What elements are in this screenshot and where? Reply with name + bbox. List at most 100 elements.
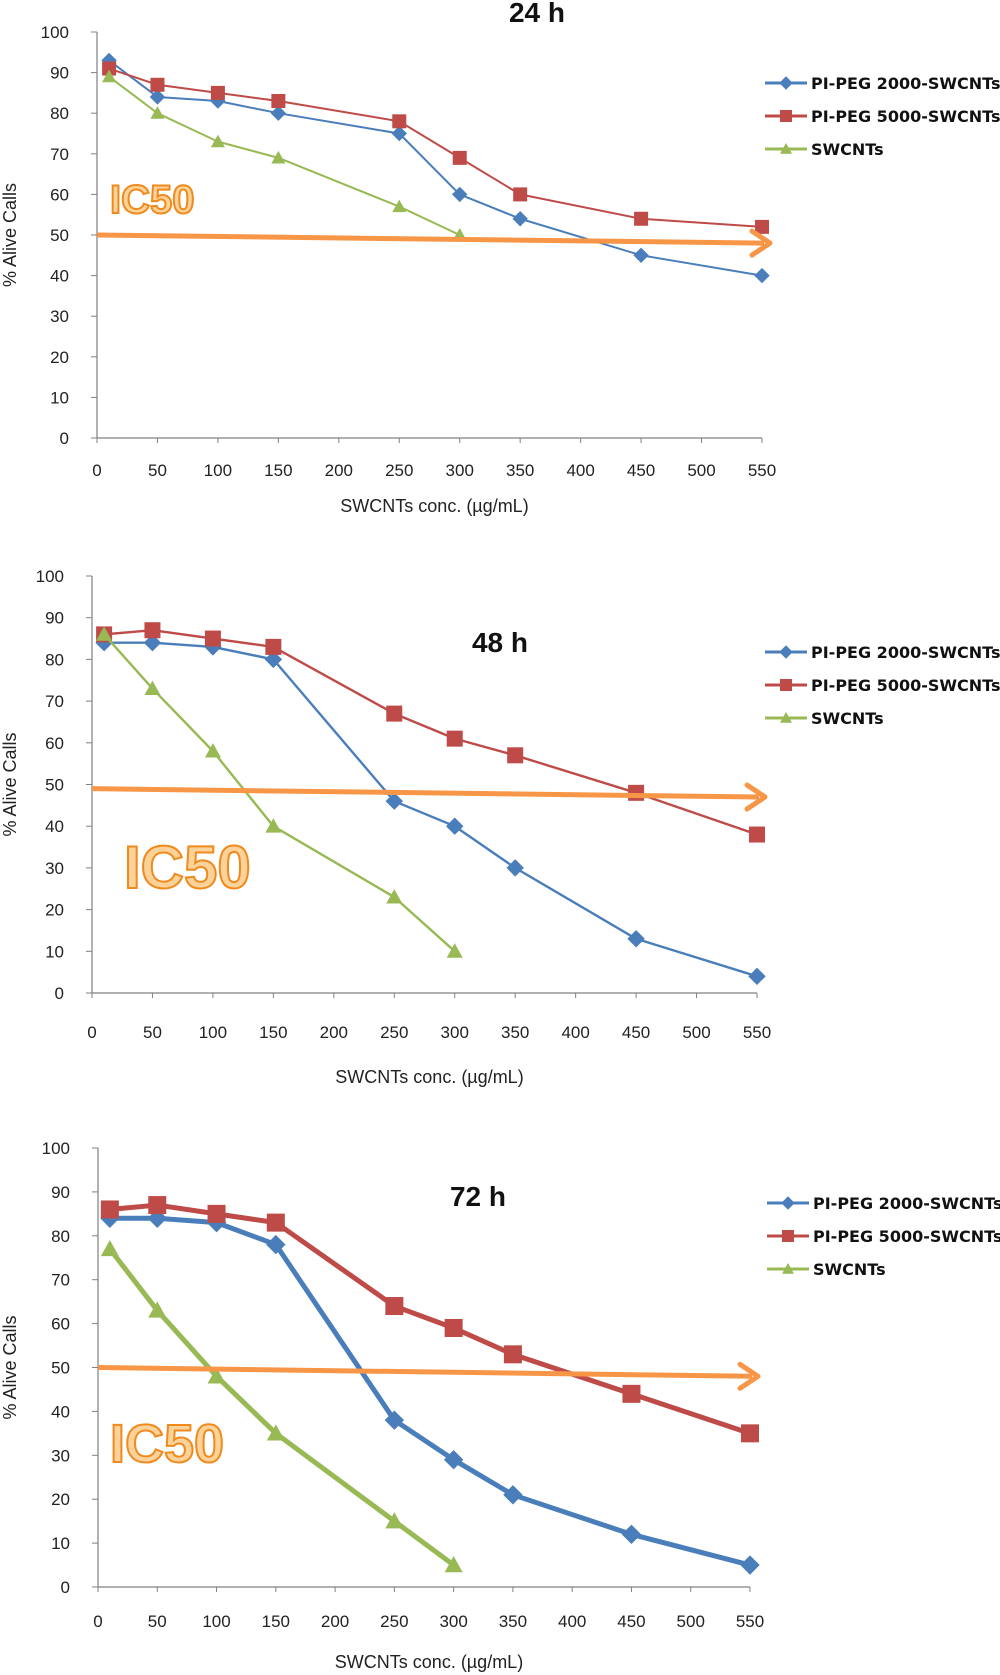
data-point-square <box>271 94 286 109</box>
x-tick-label: 250 <box>380 1023 408 1042</box>
x-tick-label: 400 <box>558 1612 586 1631</box>
legend-square-marker <box>782 1230 794 1242</box>
ic50-label: IC50 <box>110 1414 224 1474</box>
data-point-triangle <box>96 626 113 641</box>
y-axis-title: % Alive Calls <box>0 1315 20 1419</box>
series-line-1 <box>104 641 758 978</box>
y-tick-label: 0 <box>61 1578 70 1597</box>
y-tick-label: 60 <box>45 734 64 753</box>
legend-label: PI-PEG 5000-SWCNTs <box>813 1227 1000 1246</box>
data-point-triangle <box>100 1239 119 1257</box>
x-tick-label: 150 <box>262 1612 290 1631</box>
data-point-square <box>749 826 765 843</box>
chart-title: 48 h <box>472 627 528 658</box>
legend-label: SWCNTs <box>813 1260 886 1279</box>
y-tick-label: 50 <box>50 226 69 245</box>
data-point-square <box>507 747 524 764</box>
y-tick-label: 20 <box>45 901 64 920</box>
x-tick-label: 350 <box>506 461 534 480</box>
series-line-2 <box>109 1202 751 1436</box>
x-tick-label: 50 <box>148 461 167 480</box>
data-point-diamond <box>621 1524 642 1545</box>
data-point-square <box>102 61 117 76</box>
ic50-arrow-line <box>91 786 760 800</box>
x-tick-label: 350 <box>499 1612 527 1631</box>
ic50-label: IC50 <box>124 834 251 901</box>
legend-entry: PI-PEG 2000-SWCNTs <box>767 1194 1000 1213</box>
x-tick-label: 50 <box>143 1023 162 1042</box>
x-tick-label: 300 <box>441 1023 469 1042</box>
ic50-arrow-head <box>744 782 768 812</box>
data-point-square <box>741 1424 759 1443</box>
x-tick-label: 200 <box>325 461 353 480</box>
data-point-triangle <box>386 889 403 904</box>
legend-diamond-marker <box>779 645 793 659</box>
legend-triangle-marker <box>782 1263 794 1274</box>
x-tick-label: 0 <box>92 461 101 480</box>
data-point-diamond <box>149 89 166 105</box>
data-point-square <box>628 784 645 801</box>
x-tick-label: 500 <box>687 461 715 480</box>
legend-triangle-marker <box>780 143 792 154</box>
y-tick-label: 20 <box>51 1490 70 1509</box>
ic50-arrow-line <box>97 1365 753 1379</box>
x-tick-label: 250 <box>385 461 413 480</box>
legend-diamond-marker <box>781 1196 795 1210</box>
data-point-triangle <box>271 150 286 164</box>
legend-entry: SWCNTs <box>765 709 884 728</box>
data-point-diamond <box>503 1485 523 1505</box>
legend-entry: PI-PEG 2000-SWCNTs <box>765 74 1000 93</box>
data-point-triangle <box>266 1424 285 1441</box>
ic50-arrow-head <box>737 1361 761 1391</box>
data-point-diamond <box>748 967 766 986</box>
y-tick-label: 50 <box>45 776 64 795</box>
data-point-diamond <box>740 1555 760 1575</box>
x-axis-title: SWCNTs conc. (µg/mL) <box>340 496 528 516</box>
x-tick-label: 350 <box>501 1023 529 1042</box>
legend-square-marker <box>780 110 792 122</box>
legend-triangle-marker <box>780 712 792 723</box>
chart-1: 0 10 20 30 40 50 60 70 80 90 100 0 50 100 150 200 250 300… <box>0 0 1000 516</box>
data-point-square <box>207 1204 226 1223</box>
data-point-triangle <box>446 943 463 958</box>
data-point-square <box>385 1297 404 1316</box>
legend-entry: PI-PEG 2000-SWCNTs <box>765 643 1000 662</box>
y-tick-label: 30 <box>45 859 64 878</box>
y-axis-title: % Alive Calls <box>0 183 20 287</box>
y-tick-label: 40 <box>50 267 69 286</box>
y-tick-label: 0 <box>55 984 64 1003</box>
series-line-1 <box>109 1215 751 1568</box>
chart-2: 0 10 20 30 40 50 60 70 80 90 100 0 50 100 150 200 250 300… <box>0 567 1000 1087</box>
data-point-square <box>148 1196 167 1215</box>
data-point-diamond <box>391 125 407 142</box>
x-tick-label: 450 <box>617 1612 645 1631</box>
data-point-diamond <box>512 211 528 227</box>
x-tick-label: 300 <box>439 1612 467 1631</box>
chart-title: 24 h <box>509 0 565 28</box>
y-tick-label: 40 <box>45 817 64 836</box>
data-point-diamond <box>143 634 162 652</box>
legend-entry: SWCNTs <box>767 1260 886 1279</box>
data-point-square <box>622 1384 641 1403</box>
y-tick-label: 60 <box>50 185 69 204</box>
x-tick-label: 200 <box>320 1023 348 1042</box>
legend-entry: SWCNTs <box>765 140 884 159</box>
y-tick-label: 100 <box>42 1139 70 1158</box>
x-tick-label: 100 <box>204 461 232 480</box>
x-tick-label: 100 <box>199 1023 227 1042</box>
x-tick-label: 200 <box>321 1612 349 1631</box>
data-point-square <box>150 77 165 92</box>
data-point-diamond <box>446 817 464 835</box>
y-axis-title: % Alive Calls <box>0 732 20 836</box>
legend-entry: PI-PEG 5000-SWCNTs <box>767 1227 1000 1246</box>
legend-label: PI-PEG 2000-SWCNTs <box>813 1194 1000 1213</box>
data-point-square <box>386 705 403 722</box>
y-tick-label: 90 <box>50 64 69 83</box>
data-point-triangle <box>150 106 165 119</box>
data-point-triangle <box>444 1556 463 1573</box>
y-tick-label: 30 <box>50 307 69 326</box>
data-point-triangle <box>265 818 282 833</box>
data-point-diamond <box>452 186 468 203</box>
y-tick-label: 100 <box>36 567 64 586</box>
legend-label: PI-PEG 5000-SWCNTs <box>811 676 1000 695</box>
